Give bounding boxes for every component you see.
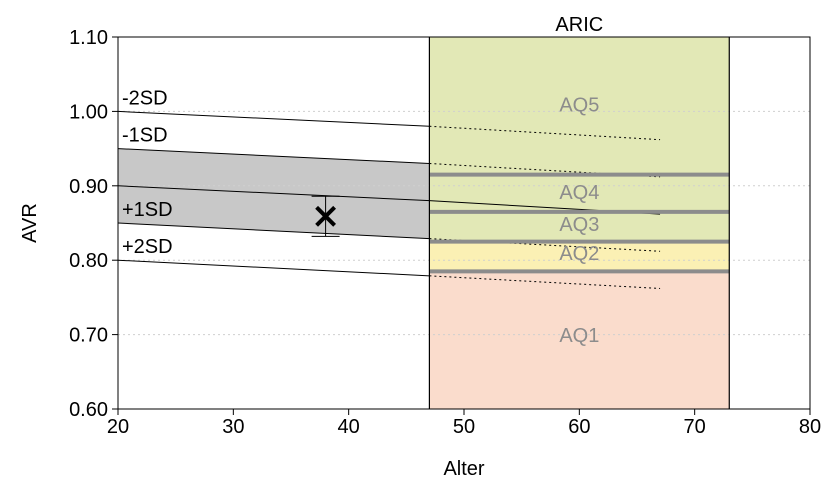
sd-label: +1SD [122, 199, 173, 221]
sd-label: +2SD [122, 236, 173, 258]
reference-line-1 [117, 110, 430, 127]
y-tick-label: 0.90 [69, 176, 108, 198]
reference-line-3 [117, 185, 430, 202]
aric-frame [428, 37, 730, 409]
x-tick-label: 20 [107, 416, 129, 438]
reference-line-extension-4 [429, 238, 661, 252]
y-tick-label: 0.80 [69, 250, 108, 272]
sd-labels: -2SD -1SD +1SD +2SD [122, 87, 173, 258]
reference-lines [117, 110, 661, 289]
y-axis-title: AVR [19, 203, 41, 243]
zone-label: AQ5 [559, 94, 599, 116]
x-tick-label: 80 [799, 416, 821, 438]
grid-lines [118, 110, 810, 336]
measurement-marker [315, 205, 337, 227]
aric-zone-5 [429, 37, 730, 175]
aric-zone-3 [429, 211, 730, 242]
zone-label: AQ2 [559, 243, 599, 265]
zone-label: AQ3 [559, 214, 599, 236]
reference-line-2 [117, 148, 430, 164]
sd-label: -2SD [122, 87, 168, 109]
y-tick-label: 1.00 [69, 101, 108, 123]
reference-line-extension-5 [429, 275, 661, 289]
quintile-boundaries [429, 172, 730, 274]
zone-label: AQ4 [559, 182, 599, 204]
y-tick-label: 0.60 [69, 399, 108, 421]
y-axis: 0.60 0.70 0.80 0.90 1.00 1.10 [69, 27, 118, 421]
x-tick-label: 50 [453, 416, 475, 438]
y-tick-label: 0.70 [69, 325, 108, 347]
x-tick-label: 70 [684, 416, 706, 438]
aric-zone-1 [429, 271, 730, 409]
zone-label: AQ1 [559, 325, 599, 347]
x-tick-label: 30 [222, 416, 244, 438]
reference-line-extension-2 [429, 162, 661, 178]
x-tick-label: 40 [338, 416, 360, 438]
reference-line-5 [117, 259, 430, 277]
x-tick-label: 60 [568, 416, 590, 438]
y-tick-label: 1.10 [69, 27, 108, 49]
reference-line-extension-1 [429, 125, 661, 141]
x-axis-title: Alter [443, 458, 484, 480]
aric-zones [429, 37, 730, 409]
zone-labels: AQ1 AQ2 AQ3 AQ4 AQ5 [559, 94, 599, 347]
measurement [311, 195, 340, 237]
aric-title: ARIC [555, 14, 603, 36]
x-axis: 20 30 40 50 60 70 80 [107, 409, 821, 438]
reference-line-4 [117, 222, 430, 240]
sd-label: -1SD [122, 125, 168, 147]
aric-zone-4 [429, 174, 730, 212]
